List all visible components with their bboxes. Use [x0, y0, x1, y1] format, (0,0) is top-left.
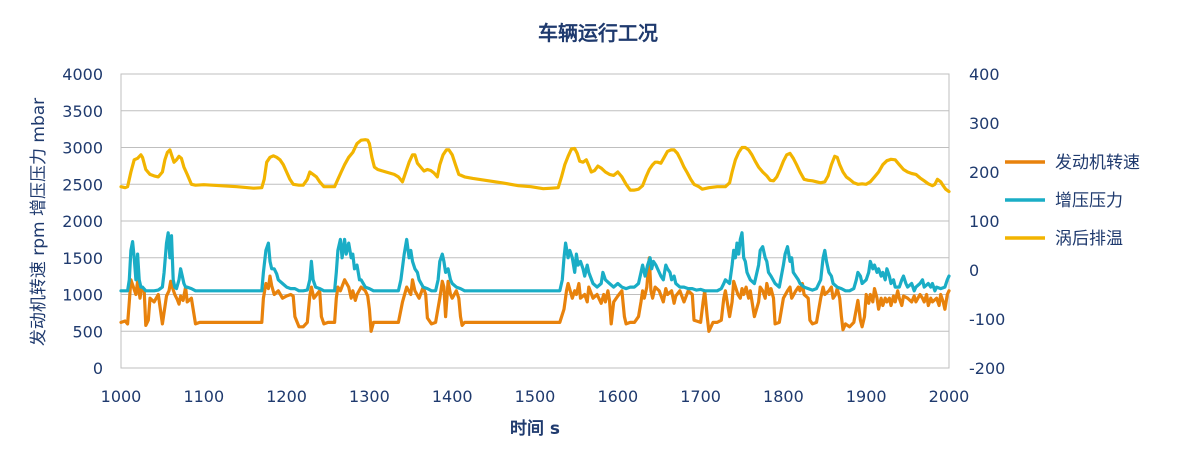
x-tick-label: 1900 — [846, 387, 887, 406]
y-tick-label-right: 200 — [969, 163, 1000, 182]
legend-label: 增压压力 — [1055, 191, 1123, 211]
x-tick-label: 1100 — [183, 387, 224, 406]
y-axis-label-left: 发动机转速 rpm 增压压力 mbar — [29, 98, 49, 346]
plot-area-border — [120, 73, 950, 369]
legend-label: 涡后排温 — [1055, 229, 1123, 249]
x-tick-label: 1700 — [680, 387, 721, 406]
x-axis-label: 时间 s — [510, 418, 560, 439]
axes: 05001000150020002500300035004000-200-100… — [62, 65, 1005, 406]
y-tick-label-left: 500 — [72, 322, 103, 341]
gridlines — [120, 73, 950, 369]
y-tick-label-right: 0 — [969, 261, 979, 280]
y-tick-label-right: -200 — [969, 359, 1005, 378]
x-tick-label: 1400 — [432, 387, 473, 406]
x-tick-label: 1000 — [101, 387, 142, 406]
y-tick-label-left: 2000 — [62, 212, 103, 231]
x-tick-label: 1600 — [597, 387, 638, 406]
y-tick-label-right: -100 — [969, 310, 1005, 329]
x-tick-label: 1200 — [266, 387, 307, 406]
y-tick-label-right: 300 — [969, 114, 1000, 133]
x-tick-label: 1800 — [763, 387, 804, 406]
y-tick-label-left: 3500 — [62, 102, 103, 121]
y-tick-label-left: 4000 — [62, 65, 103, 84]
y-tick-label-left: 1500 — [62, 249, 103, 268]
series-line-2 — [119, 231, 951, 293]
y-tick-label-left: 3000 — [62, 139, 103, 158]
y-tick-label-right: 400 — [969, 65, 1000, 84]
y-tick-label-right: 100 — [969, 212, 1000, 231]
y-tick-label-left: 1000 — [62, 286, 103, 305]
series-lines — [119, 138, 951, 333]
x-tick-label: 1500 — [515, 387, 556, 406]
y-tick-label-left: 0 — [93, 359, 103, 378]
series-line-3 — [119, 138, 951, 194]
y-tick-label-left: 2500 — [62, 175, 103, 194]
legend-label: 发动机转速 — [1055, 153, 1140, 173]
series-line-1 — [119, 256, 951, 333]
x-tick-label: 2000 — [929, 387, 970, 406]
x-tick-label: 1300 — [349, 387, 390, 406]
chart-title: 车辆运行工况 — [538, 21, 658, 45]
